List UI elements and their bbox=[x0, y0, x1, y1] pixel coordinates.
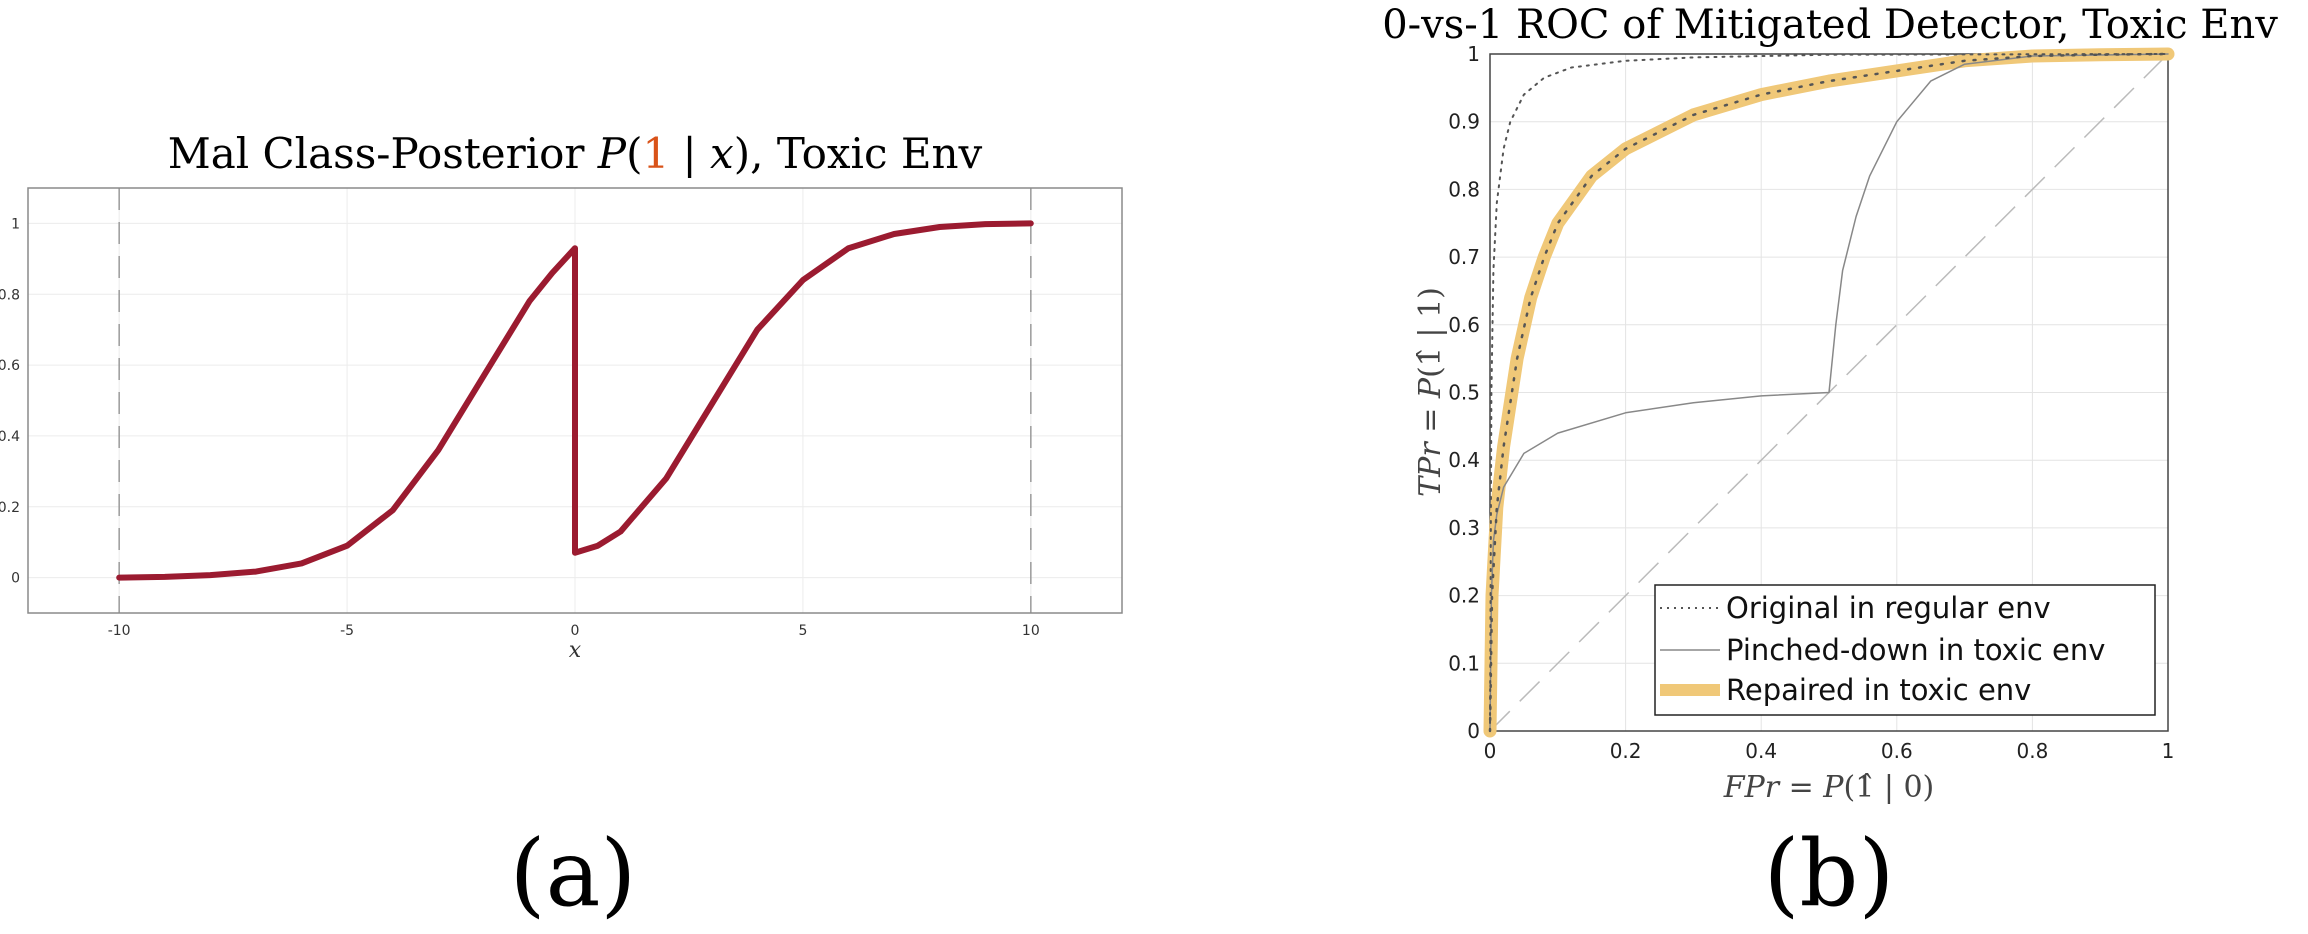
panel-a-reference-lines bbox=[118, 188, 1032, 613]
panel-a-x-tick-label: 0 bbox=[571, 623, 580, 639]
panel-b-y-tick-label: 0.8 bbox=[1448, 177, 1480, 201]
panel-label-a: (a) bbox=[510, 820, 637, 927]
repaired-dotted-overlay-curve bbox=[1488, 52, 2170, 733]
panel-a-x-tick-label: -5 bbox=[340, 623, 354, 639]
panel-b-y-tick-label: 0.9 bbox=[1448, 110, 1480, 134]
panel-b-x-tick-label: 0.8 bbox=[2016, 739, 2048, 763]
panel-b-y-tick-label: 0.2 bbox=[1448, 584, 1480, 608]
panel-a-x-axis-label: x bbox=[569, 638, 582, 663]
legend: Original in regular env Pinched-down in … bbox=[1654, 584, 2156, 716]
panel-a-x-tick-label: 10 bbox=[1022, 623, 1040, 639]
panel-a-chart: Mal Class-Posterior P(1 | x), Toxic Env … bbox=[0, 129, 1123, 663]
panel-b-y-tick-label: 0.4 bbox=[1448, 448, 1480, 472]
panel-b-y-tick-label: 0.7 bbox=[1448, 245, 1480, 269]
panel-a-y-tick-label: 0.8 bbox=[0, 287, 20, 303]
panel-b-x-tick-label: 0.6 bbox=[1881, 739, 1913, 763]
legend-label-original: Original in regular env bbox=[1726, 591, 2051, 625]
original-regular-curve bbox=[1489, 53, 2169, 732]
panel-label-b: (b) bbox=[1764, 820, 1895, 927]
panel-b-y-tick-label: 0.1 bbox=[1448, 651, 1480, 675]
legend-label-pinched: Pinched-down in toxic env bbox=[1726, 633, 2105, 667]
panel-a-x-tick-label: -10 bbox=[108, 623, 131, 639]
panel-b-x-tick-label: 0 bbox=[1484, 739, 1497, 763]
panel-b-x-tick-label: 1 bbox=[2162, 739, 2175, 763]
panel-a-axes-box bbox=[27, 187, 1123, 614]
panel-b-chart: 0-vs-1 ROC of Mitigated Detector, Toxic … bbox=[1382, 2, 2278, 805]
panel-b-y-tick-label: 0 bbox=[1467, 719, 1480, 743]
pinched-down-toxic-curve bbox=[1489, 53, 2169, 732]
panel-a-y-tick-label: 0.2 bbox=[0, 500, 20, 516]
panel-b-title: 0-vs-1 ROC of Mitigated Detector, Toxic … bbox=[1382, 2, 2278, 48]
panel-b-y-tick-label: 1 bbox=[1467, 42, 1480, 66]
legend-box bbox=[1654, 584, 2156, 716]
panel-b-y-axis-label: TPr = P(1̂ | 1) bbox=[1413, 287, 1448, 497]
panel-a-series bbox=[116, 220, 1034, 581]
panel-a-y-tick-label: 0 bbox=[11, 571, 20, 587]
panel-a-y-tick-label: 0.4 bbox=[0, 429, 20, 445]
posterior-curve bbox=[116, 220, 1034, 581]
panel-b-x-tick-labels: 0 0.2 0.4 0.6 0.8 1 bbox=[1484, 739, 2175, 763]
panel-b-y-tick-labels: 0 0.1 0.2 0.3 0.4 0.5 0.6 0.7 0.8 0.9 1 bbox=[1448, 42, 1480, 743]
legend-label-repaired: Repaired in toxic env bbox=[1726, 673, 2031, 707]
panel-b-x-axis-label: FPr = P(1̂ | 0) bbox=[1723, 770, 1935, 805]
panel-b-x-tick-label: 0.4 bbox=[1745, 739, 1777, 763]
panel-b-series bbox=[1483, 47, 2175, 738]
panel-a-x-tick-label: 5 bbox=[798, 623, 807, 639]
panel-b-y-tick-label: 0.3 bbox=[1448, 516, 1480, 540]
panel-b-y-tick-label: 0.6 bbox=[1448, 313, 1480, 337]
panel-b-x-tick-label: 0.2 bbox=[1610, 739, 1642, 763]
panel-a-x-tick-labels: -10 -5 0 5 10 bbox=[108, 623, 1040, 639]
panel-a-y-tick-label: 0.6 bbox=[0, 358, 20, 374]
panel-a-y-tick-label: 1 bbox=[11, 216, 20, 232]
panel-b-y-tick-label: 0.5 bbox=[1448, 381, 1480, 405]
panel-a-title: Mal Class-Posterior P(1 | x), Toxic Env bbox=[168, 129, 983, 178]
panel-a-y-tick-labels: 0 0.2 0.4 0.6 0.8 1 bbox=[0, 216, 20, 586]
